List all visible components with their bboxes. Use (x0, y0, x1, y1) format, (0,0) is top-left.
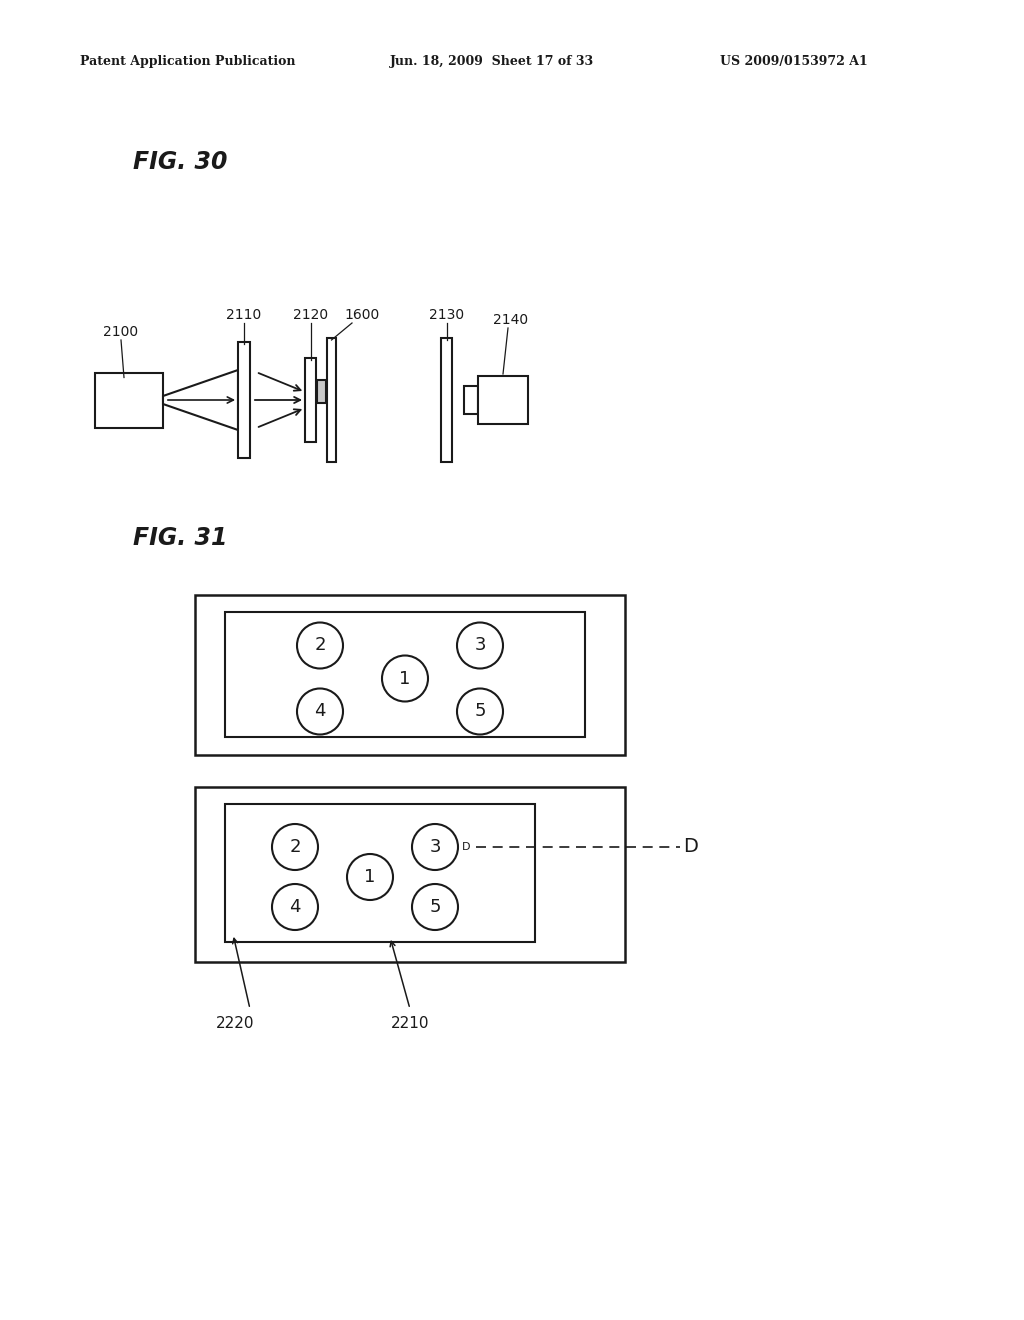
Text: US 2009/0153972 A1: US 2009/0153972 A1 (720, 55, 867, 69)
Text: 1600: 1600 (344, 308, 380, 322)
Circle shape (412, 884, 458, 931)
Bar (238, 342, 250, 458)
Text: 5: 5 (429, 898, 440, 916)
Circle shape (297, 689, 343, 734)
Bar (195, 787, 625, 962)
Text: 2140: 2140 (494, 313, 528, 327)
Bar (464, 385, 478, 414)
Bar (305, 358, 316, 442)
Text: 4: 4 (289, 898, 301, 916)
Bar (441, 338, 452, 462)
Circle shape (297, 623, 343, 668)
Text: 5: 5 (474, 702, 485, 721)
Bar (225, 804, 535, 942)
Text: 3: 3 (429, 838, 440, 855)
Text: 2130: 2130 (429, 308, 464, 322)
Text: 3: 3 (474, 636, 485, 655)
Text: 2120: 2120 (293, 308, 328, 322)
Circle shape (457, 689, 503, 734)
Bar (95, 372, 163, 428)
Text: 2210: 2210 (391, 1016, 429, 1031)
Text: 2220: 2220 (216, 1016, 254, 1031)
Text: 1: 1 (365, 869, 376, 886)
Circle shape (272, 884, 318, 931)
Bar (478, 376, 528, 424)
Circle shape (347, 854, 393, 900)
Polygon shape (163, 370, 238, 430)
Circle shape (412, 824, 458, 870)
Bar (327, 338, 336, 462)
Text: FIG. 30: FIG. 30 (133, 150, 227, 174)
Text: D: D (462, 842, 470, 851)
Text: D: D (684, 837, 698, 857)
Text: 1: 1 (399, 669, 411, 688)
Text: Patent Application Publication: Patent Application Publication (80, 55, 296, 69)
Text: FIG. 31: FIG. 31 (133, 525, 227, 550)
Text: 2110: 2110 (226, 308, 261, 322)
Text: Jun. 18, 2009  Sheet 17 of 33: Jun. 18, 2009 Sheet 17 of 33 (390, 55, 594, 69)
Circle shape (272, 824, 318, 870)
Text: 4: 4 (314, 702, 326, 721)
Bar (225, 612, 585, 737)
Circle shape (382, 656, 428, 701)
Bar (317, 380, 326, 403)
Bar (195, 595, 625, 755)
Circle shape (457, 623, 503, 668)
Text: 2: 2 (314, 636, 326, 655)
Text: 2: 2 (289, 838, 301, 855)
Text: 2100: 2100 (103, 325, 138, 339)
